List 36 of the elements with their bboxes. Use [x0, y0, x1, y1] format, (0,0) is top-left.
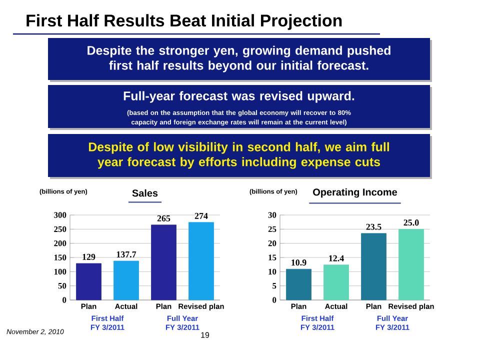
- bar: [76, 263, 102, 300]
- text: Despite the stronger yen, growing demand pushed first half results beyond our initial forecast.: [88, 46, 390, 72]
- bar: [188, 222, 214, 300]
- bar: [324, 264, 349, 300]
- y-tick-label: 5: [272, 283, 276, 289]
- text: First Half Results Beat Initial Projection: [26, 14, 342, 30]
- y-tick-label: 15: [268, 254, 276, 260]
- chart-title: Operating Income: [313, 188, 398, 198]
- bar: [286, 268, 312, 300]
- bar: [361, 233, 386, 300]
- text: Despite of low visibility in second half, we aim full year forecast by efforts including expense cuts: [88, 142, 389, 169]
- text: Full-year forecast was revised upward.: [124, 91, 354, 103]
- y-tick-label: 0: [272, 297, 276, 303]
- y-tick-label: 200: [54, 240, 66, 246]
- bar: [151, 224, 176, 300]
- y-tick-label: 0: [62, 297, 66, 303]
- y-tick-label: 10: [268, 268, 276, 275]
- bar: [398, 228, 424, 300]
- y-tick-label: 30: [268, 212, 276, 218]
- y-tick-label: 20: [268, 240, 276, 246]
- y-tick-label: 150: [54, 254, 66, 260]
- y-tick-label: 100: [54, 268, 66, 275]
- chart-title: Sales: [132, 189, 158, 197]
- bar: [114, 260, 139, 300]
- y-tick-label: 50: [58, 282, 66, 289]
- data-label: 12.4: [329, 255, 344, 262]
- data-label: 137.7: [116, 251, 136, 258]
- data-label: 10.9: [292, 260, 306, 266]
- y-tick-label: 25: [268, 226, 276, 232]
- data-label: 265: [157, 215, 170, 222]
- y-tick-label: 300: [54, 212, 66, 218]
- y-tick-label: 250: [54, 226, 66, 232]
- data-label: 129: [82, 254, 96, 260]
- data-label: 274: [194, 212, 208, 219]
- data-label: 23.5: [366, 224, 382, 230]
- data-label: 25.0: [404, 220, 419, 226]
